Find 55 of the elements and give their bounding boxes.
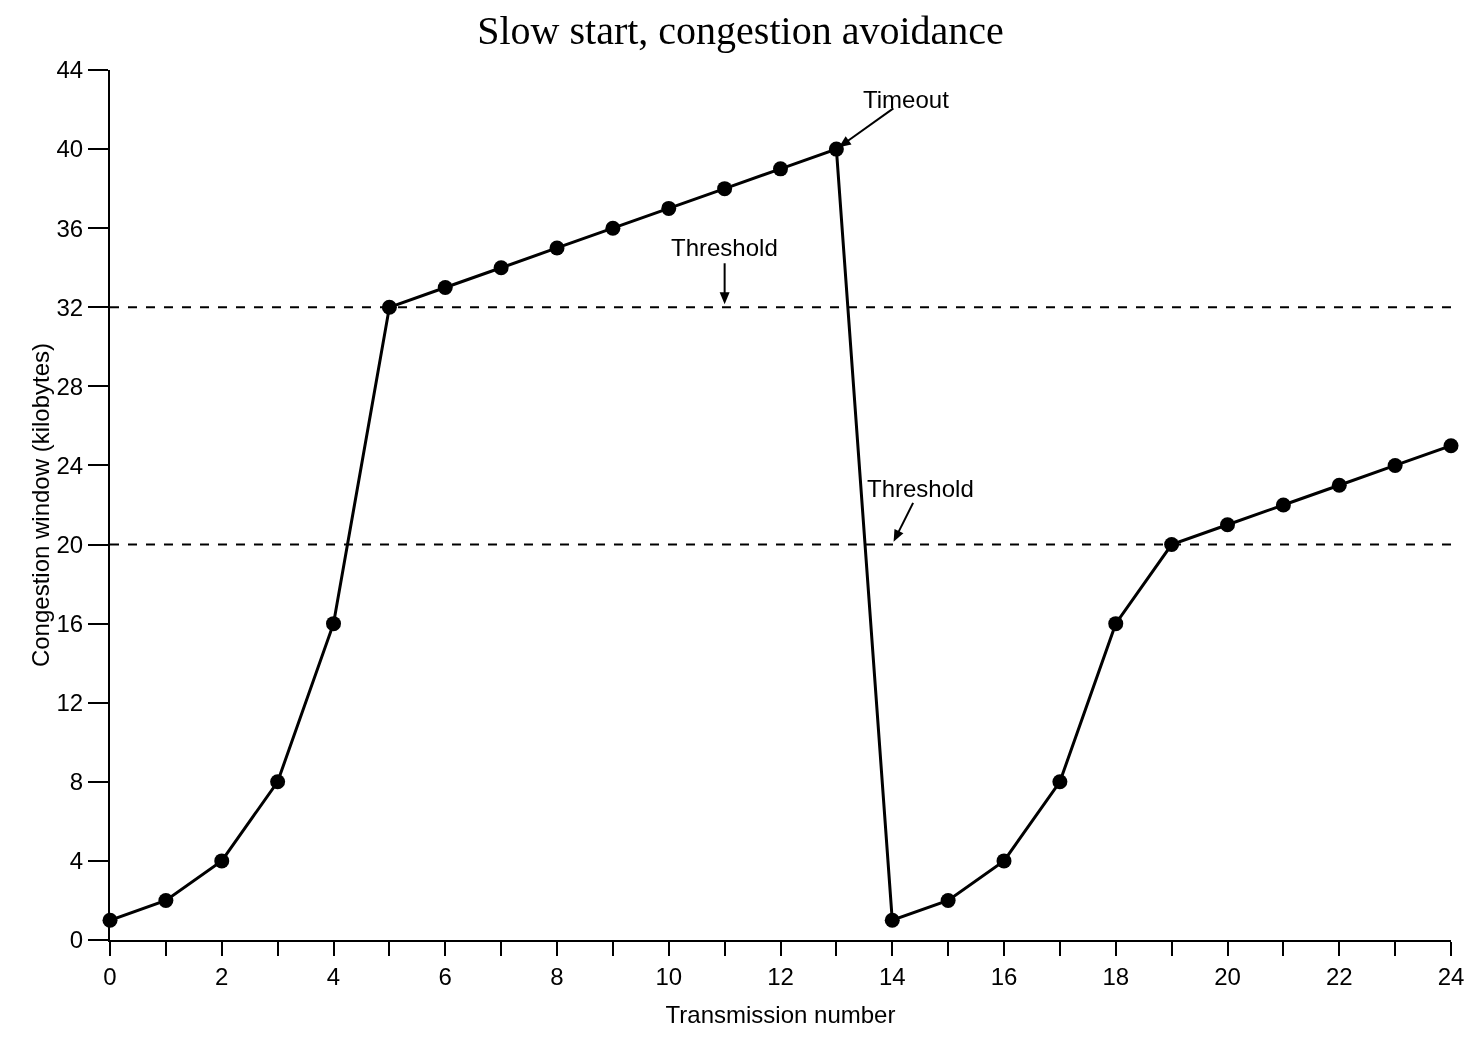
point	[1443, 438, 1459, 454]
annotation: Timeout	[863, 86, 950, 113]
point	[884, 912, 900, 928]
point	[661, 200, 677, 216]
point	[549, 240, 565, 256]
y-tick-label: 36	[56, 214, 84, 242]
x-tick-label: 16	[990, 962, 1018, 990]
x-axis-title: Transmission number	[665, 1001, 896, 1028]
chart-title: Slow start, congestion avoidance	[477, 7, 1004, 53]
x-tick-label: 10	[655, 962, 683, 990]
point	[828, 141, 844, 157]
point	[717, 181, 733, 197]
y-tick-label: 20	[56, 530, 84, 558]
y-tick-label: 4	[69, 847, 84, 875]
point	[214, 853, 230, 869]
annotation: Threshold	[867, 475, 974, 502]
x-tick-label: 4	[326, 962, 341, 990]
x-tick-label: 20	[1214, 962, 1241, 990]
x-tick-label: 24	[1437, 962, 1465, 990]
y-tick-label: 40	[56, 135, 84, 163]
point	[326, 616, 341, 632]
y-tick-label: 0	[69, 926, 84, 954]
y-tick-label: 32	[56, 293, 84, 321]
x-tick-label: 2	[215, 962, 229, 990]
point	[605, 220, 621, 236]
point	[1052, 774, 1068, 790]
point	[381, 299, 397, 315]
point	[996, 853, 1012, 869]
point	[1164, 537, 1180, 553]
point	[1108, 616, 1124, 632]
x-tick-label: 6	[438, 962, 452, 990]
point	[1220, 517, 1235, 533]
y-tick-label: 8	[69, 768, 84, 796]
point	[493, 260, 509, 276]
point	[270, 774, 286, 790]
x-tick-label: 0	[103, 962, 117, 990]
point	[1275, 497, 1291, 513]
y-tick-label: 28	[56, 372, 84, 400]
x-tick-label: 14	[878, 962, 906, 990]
x-tick-label: 12	[767, 962, 794, 990]
x-tick-label: 22	[1325, 962, 1353, 990]
y-tick-label: 44	[56, 56, 84, 84]
point	[158, 892, 174, 908]
x-tick-label: 8	[550, 962, 564, 990]
y-tick-label: 24	[56, 451, 84, 479]
point	[1387, 457, 1403, 473]
y-tick-label: 12	[56, 689, 84, 717]
point	[773, 161, 788, 177]
annotation: Threshold	[671, 234, 778, 261]
y-axis-title: Congestion window (kilobytes)	[27, 342, 55, 668]
y-tick-label: 16	[56, 610, 84, 638]
point	[940, 892, 956, 908]
x-tick-label: 18	[1102, 962, 1130, 990]
point	[1331, 477, 1347, 493]
point	[437, 280, 453, 295]
